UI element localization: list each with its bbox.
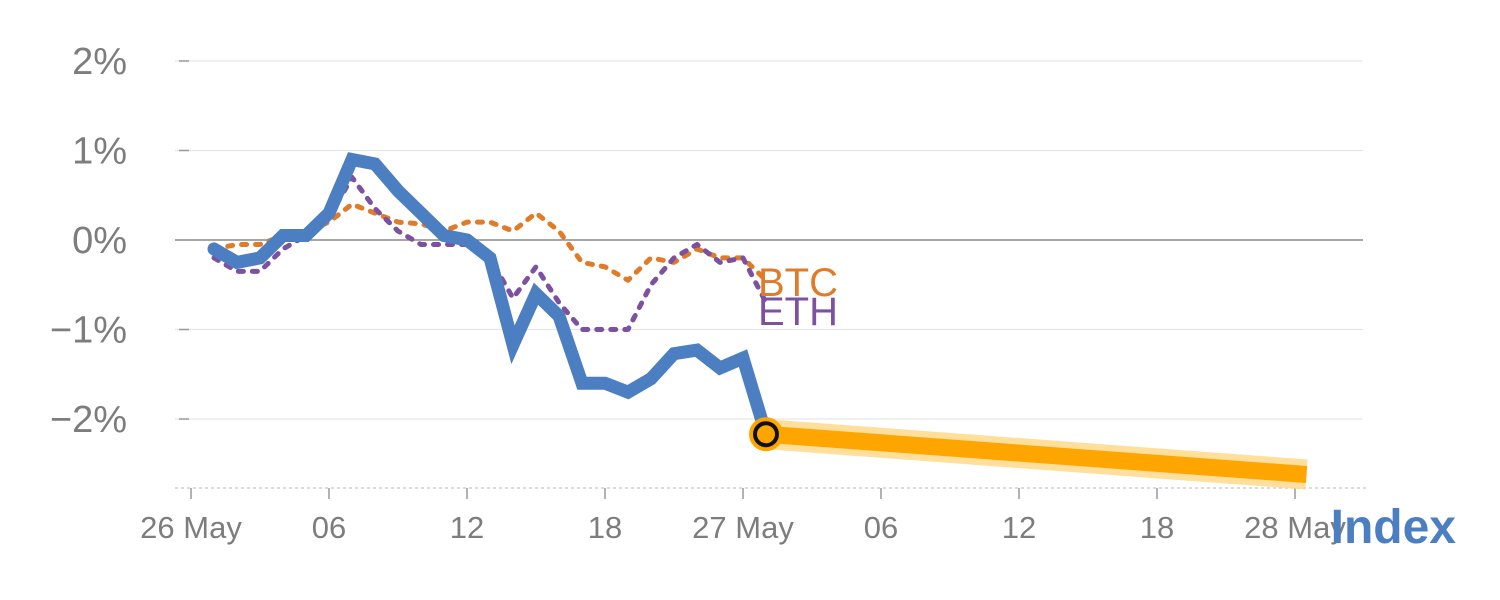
y-tick-label: −1%: [50, 310, 127, 352]
x-tick-label: 12: [450, 510, 484, 545]
gridlines: [175, 60, 1363, 420]
x-tick-label: 06: [864, 510, 898, 545]
eth-series-label: ETH: [758, 290, 838, 334]
forecast-line: [765, 425, 1308, 483]
x-tick-label: 12: [1002, 510, 1036, 545]
x-tick-label: 18: [588, 510, 622, 545]
y-tick-label: 1%: [72, 131, 127, 173]
y-tick-label: 2%: [72, 41, 127, 83]
x-tick-label: 18: [1140, 510, 1174, 545]
series-labels: BTC ETH Index: [758, 261, 1456, 554]
series-lines: [207, 152, 1308, 490]
btc-line: [211, 201, 769, 283]
x-tick-label: 28 May: [1244, 510, 1346, 545]
x-tick-label: 26 May: [140, 510, 242, 545]
axes: 2% 1% 0% −1% −2% 26 May 06 12 18 27 May 06 12 18 28 M…: [50, 41, 1368, 545]
index-series-label: Index: [1331, 501, 1457, 554]
x-tick-label: 27 May: [692, 510, 794, 545]
current-point-marker: [753, 421, 779, 448]
x-tick-label: 06: [312, 510, 346, 545]
y-tick-label: 0%: [72, 220, 127, 262]
index-line: [207, 152, 773, 441]
y-tick-label: −2%: [50, 399, 127, 441]
btc-series-label: BTC: [758, 261, 838, 305]
